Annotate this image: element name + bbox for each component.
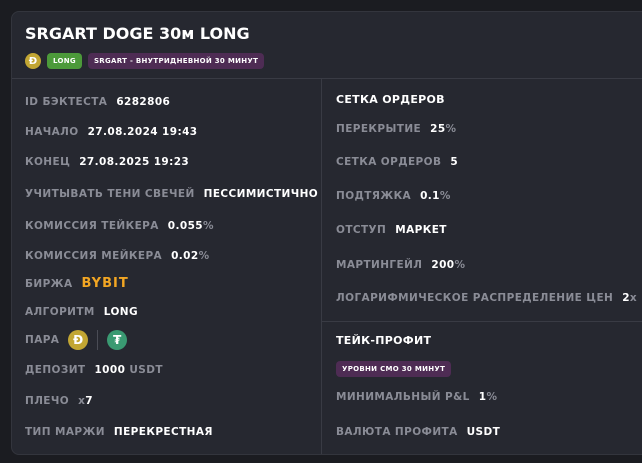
label: ПЕРЕКРЫТИЕ — [336, 123, 422, 135]
label: ЛОГАРИФМИЧЕСКОЕ РАСПРЕДЕЛЕНИЕ ЦЕН — [336, 292, 614, 304]
label: СЕТКА ОРДЕРОВ — [336, 156, 442, 168]
value: 6282806 — [116, 96, 171, 108]
row-pullup: ПОДТЯЖКА 0.1% — [336, 190, 451, 202]
value: 2 — [622, 292, 630, 304]
unit: USDT — [129, 364, 163, 376]
label: УЧИТЫВАТЬ ТЕНИ СВЕЧЕЙ — [25, 188, 195, 200]
value: 1000 — [94, 364, 126, 376]
backtest-card: SRGART DOGE 30м LONG Ð LONG SRGART - ВНУ… — [11, 11, 642, 455]
unit: % — [439, 190, 451, 202]
label: КОМИССИЯ МЕЙКЕРА — [25, 250, 163, 262]
row-log: ЛОГАРИФМИЧЕСКОЕ РАСПРЕДЕЛЕНИЕ ЦЕН 2x — [336, 292, 637, 304]
row-deposit: ДЕПОЗИТ 1000 USDT — [25, 364, 163, 376]
value: ПЕРЕКРЕСТНАЯ — [113, 426, 213, 438]
value: 0.02 — [171, 250, 199, 262]
value: 200 — [431, 259, 455, 271]
label: ТИП МАРЖИ — [25, 426, 105, 438]
row-tp-tag: УРОВНИ СМО 30 МИНУТ — [336, 361, 452, 377]
value: 7 — [85, 395, 93, 407]
value: 27.08.2024 19:43 — [87, 126, 198, 138]
dogecoin-icon: Ð — [25, 53, 41, 69]
value: LONG — [103, 306, 139, 318]
row-shadows: УЧИТЫВАТЬ ТЕНИ СВЕЧЕЙ ПЕССИМИСТИЧНО — [25, 188, 318, 200]
row-martingale: МАРТИНГЕЙЛ 200% — [336, 259, 465, 271]
unit: % — [445, 123, 457, 135]
label: КОМИССИЯ ТЕЙКЕРА — [25, 220, 159, 232]
value: МАРКЕТ — [395, 224, 447, 236]
value: 0.055 — [167, 220, 204, 232]
tp-badge: УРОВНИ СМО 30 МИНУТ — [336, 361, 452, 377]
label: БИРЖА — [25, 277, 73, 290]
row-exchange: БИРЖА BYBIT — [25, 276, 129, 291]
label: ПЛЕЧО — [25, 395, 70, 407]
tether-icon: ₮ — [107, 330, 128, 350]
row-grid: СЕТКА ОРДЕРОВ 5 — [336, 156, 458, 168]
label: НАЧАЛО — [25, 126, 79, 138]
value: 27.08.2025 19:23 — [79, 156, 190, 168]
row-margin: ТИП МАРЖИ ПЕРЕКРЕСТНАЯ — [25, 426, 213, 438]
label: АЛГОРИТМ — [25, 306, 95, 318]
value: 5 — [450, 156, 459, 168]
label: ПОДТЯЖКА — [336, 190, 412, 202]
unit: % — [454, 259, 466, 271]
label: ДЕПОЗИТ — [25, 364, 86, 376]
bybit-logo: BYBIT — [81, 276, 129, 291]
row-overlap: ПЕРЕКРЫТИЕ 25% — [336, 123, 456, 135]
divider — [97, 330, 99, 350]
value: 25 — [430, 123, 446, 135]
dogecoin-icon: Ð — [68, 330, 89, 350]
label: ВАЛЮТА ПРОФИТА — [336, 426, 458, 438]
row-algo: АЛГОРИТМ LONG — [25, 306, 138, 318]
orders-section-title: СЕТКА ОРДЕРОВ — [336, 93, 445, 106]
unit: % — [486, 391, 498, 403]
row-maker: КОМИССИЯ МЕЙКЕРА 0.02% — [25, 250, 210, 262]
row-offset: ОТСТУП МАРКЕТ — [336, 224, 447, 236]
row-currency: ВАЛЮТА ПРОФИТА USDT — [336, 426, 500, 438]
divider — [321, 321, 642, 322]
label: ПАРА — [25, 334, 60, 346]
take-profit-section-title: ТЕЙК-ПРОФИТ — [336, 334, 432, 347]
page-title: SRGART DOGE 30м LONG — [25, 24, 250, 43]
row-end: КОНЕЦ 27.08.2025 19:23 — [25, 156, 189, 168]
label: КОНЕЦ — [25, 156, 71, 168]
value: 0.1 — [420, 190, 440, 202]
tags: Ð LONG SRGART - ВНУТРИДНЕВНОЙ 30 МИНУТ — [25, 53, 265, 69]
label: МИНИМАЛЬНЫЙ P&L — [336, 391, 470, 403]
prefix: x — [78, 395, 86, 407]
divider — [12, 78, 642, 79]
strategy-badge: SRGART - ВНУТРИДНЕВНОЙ 30 МИНУТ — [87, 53, 265, 69]
direction-badge: LONG — [47, 53, 82, 69]
label: ID БЭКТЕСТА — [25, 96, 108, 108]
row-min-pnl: МИНИМАЛЬНЫЙ P&L 1% — [336, 391, 497, 403]
label: МАРТИНГЕЙЛ — [336, 259, 423, 271]
row-pair: ПАРА Ð ₮ — [25, 330, 128, 350]
row-id: ID БЭКТЕСТА 6282806 — [25, 96, 170, 108]
divider — [321, 79, 322, 454]
unit: x — [629, 292, 638, 304]
row-leverage: ПЛЕЧО x7 — [25, 395, 93, 407]
row-start: НАЧАЛО 27.08.2024 19:43 — [25, 126, 197, 138]
value: ПЕССИМИСТИЧНО — [203, 188, 319, 200]
unit: % — [203, 220, 214, 232]
row-taker: КОМИССИЯ ТЕЙКЕРА 0.055% — [25, 220, 214, 232]
value: 1 — [478, 391, 487, 403]
label: ОТСТУП — [336, 224, 387, 236]
value: USDT — [466, 426, 501, 438]
unit: % — [198, 250, 210, 262]
